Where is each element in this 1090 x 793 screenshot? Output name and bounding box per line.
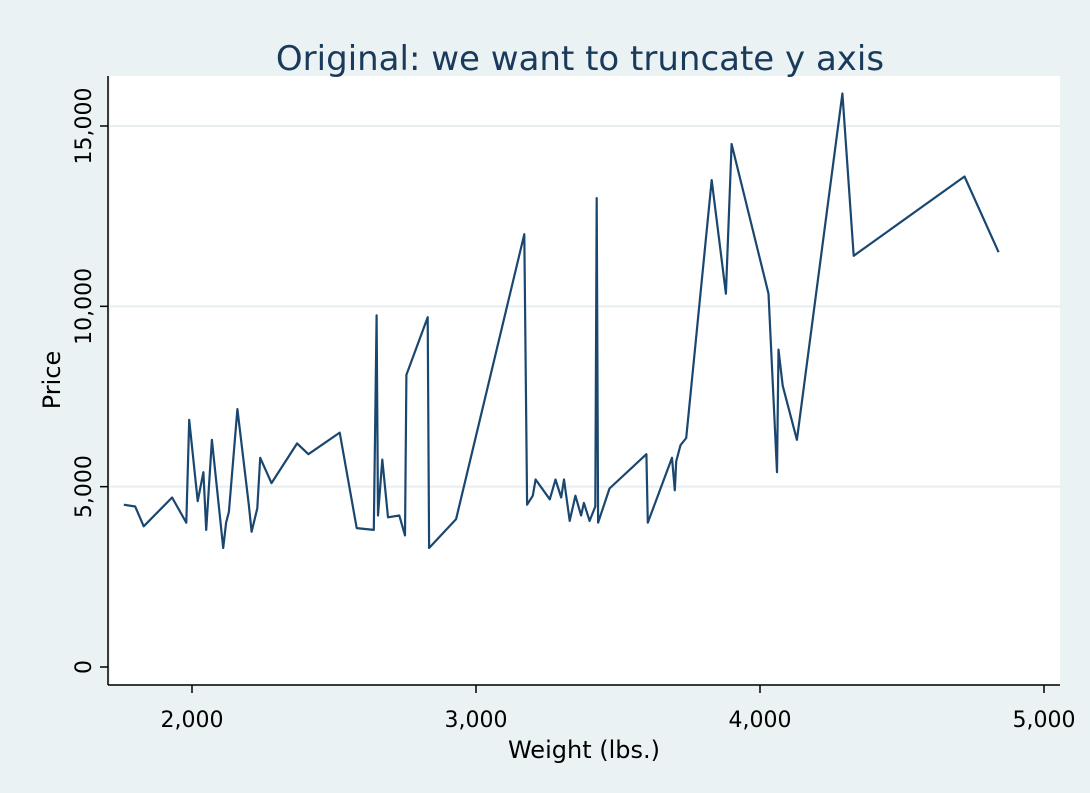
gridlines — [110, 125, 1060, 488]
y-axis-title: Price — [38, 351, 66, 410]
plot-area — [110, 76, 1060, 684]
x-axis-ticks: 2,000 3,000 4,000 5,000 — [161, 685, 1076, 733]
x-axis-title: Weight (lbs.) — [508, 736, 660, 764]
price-series-line — [123, 92, 1000, 550]
axes — [107, 76, 1060, 686]
x-tick-label: 4,000 — [729, 708, 792, 733]
x-tick-label: 2,000 — [161, 708, 224, 733]
y-tick-label: 15,000 — [72, 88, 97, 165]
y-tick-label: 0 — [72, 660, 97, 674]
y-tick-label: 10,000 — [72, 268, 97, 345]
x-tick-label: 3,000 — [445, 708, 508, 733]
x-tick-label: 5,000 — [1013, 708, 1076, 733]
y-tick-label: 5,000 — [72, 455, 97, 518]
chart-title: Original: we want to truncate y axis — [276, 39, 884, 79]
y-axis-ticks: 0 5,000 10,000 15,000 — [72, 88, 108, 674]
